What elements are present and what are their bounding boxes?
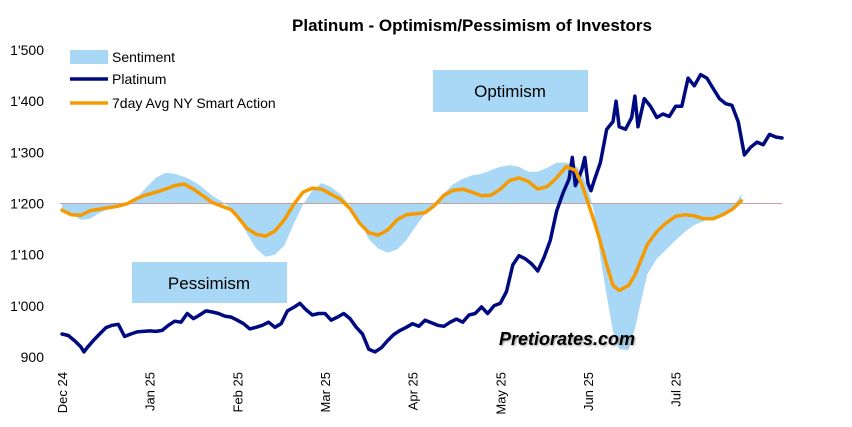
y-tick-label: 900 bbox=[21, 349, 45, 365]
optimism-box bbox=[433, 70, 588, 112]
y-tick-label: 1'300 bbox=[10, 144, 44, 160]
y-tick-label: 1'200 bbox=[10, 196, 44, 212]
y-axis: 900 1'000 1'100 1'200 1'300 1'400 1'500 bbox=[10, 42, 44, 365]
legend: Sentiment Platinum 7day Avg NY Smart Act… bbox=[70, 49, 276, 111]
brand-watermark: Pretiorates.com bbox=[499, 329, 635, 349]
y-tick-label: 1'000 bbox=[10, 298, 44, 314]
x-tick-label: Jul 25 bbox=[669, 372, 684, 407]
optimism-label: Optimism bbox=[474, 82, 546, 101]
x-tick-label: Jan 25 bbox=[143, 372, 158, 411]
legend-swatch-sentiment bbox=[70, 50, 108, 64]
legend-label-smart-action: 7day Avg NY Smart Action bbox=[112, 95, 276, 111]
pessimism-label: Pessimism bbox=[168, 274, 250, 293]
x-axis: Dec 24 Jan 25 Feb 25 Mar 25 Apr 25 May 25 Jun … bbox=[55, 372, 684, 415]
pessimism-annotation: Pessimism bbox=[132, 262, 287, 303]
legend-label-platinum: Platinum bbox=[112, 71, 166, 87]
x-tick-label: Mar 25 bbox=[318, 372, 333, 412]
x-tick-label: May 25 bbox=[493, 372, 508, 415]
plot-area bbox=[60, 72, 784, 354]
x-tick-label: Dec 24 bbox=[55, 372, 70, 413]
pessimism-box bbox=[132, 262, 287, 303]
y-tick-label: 1'100 bbox=[10, 247, 44, 263]
optimism-annotation: Optimism bbox=[433, 70, 588, 112]
x-tick-label: Feb 25 bbox=[230, 372, 245, 412]
x-tick-label: Jun 25 bbox=[581, 372, 596, 411]
chart-title: Platinum - Optimism/Pessimism of Investo… bbox=[292, 16, 652, 35]
series-platinum-line bbox=[60, 72, 784, 354]
legend-label-sentiment: Sentiment bbox=[112, 49, 175, 65]
y-tick-label: 1'500 bbox=[10, 42, 44, 58]
x-tick-label: Apr 25 bbox=[406, 372, 421, 410]
y-tick-label: 1'400 bbox=[10, 93, 44, 109]
series-smart-action-line bbox=[60, 164, 744, 293]
